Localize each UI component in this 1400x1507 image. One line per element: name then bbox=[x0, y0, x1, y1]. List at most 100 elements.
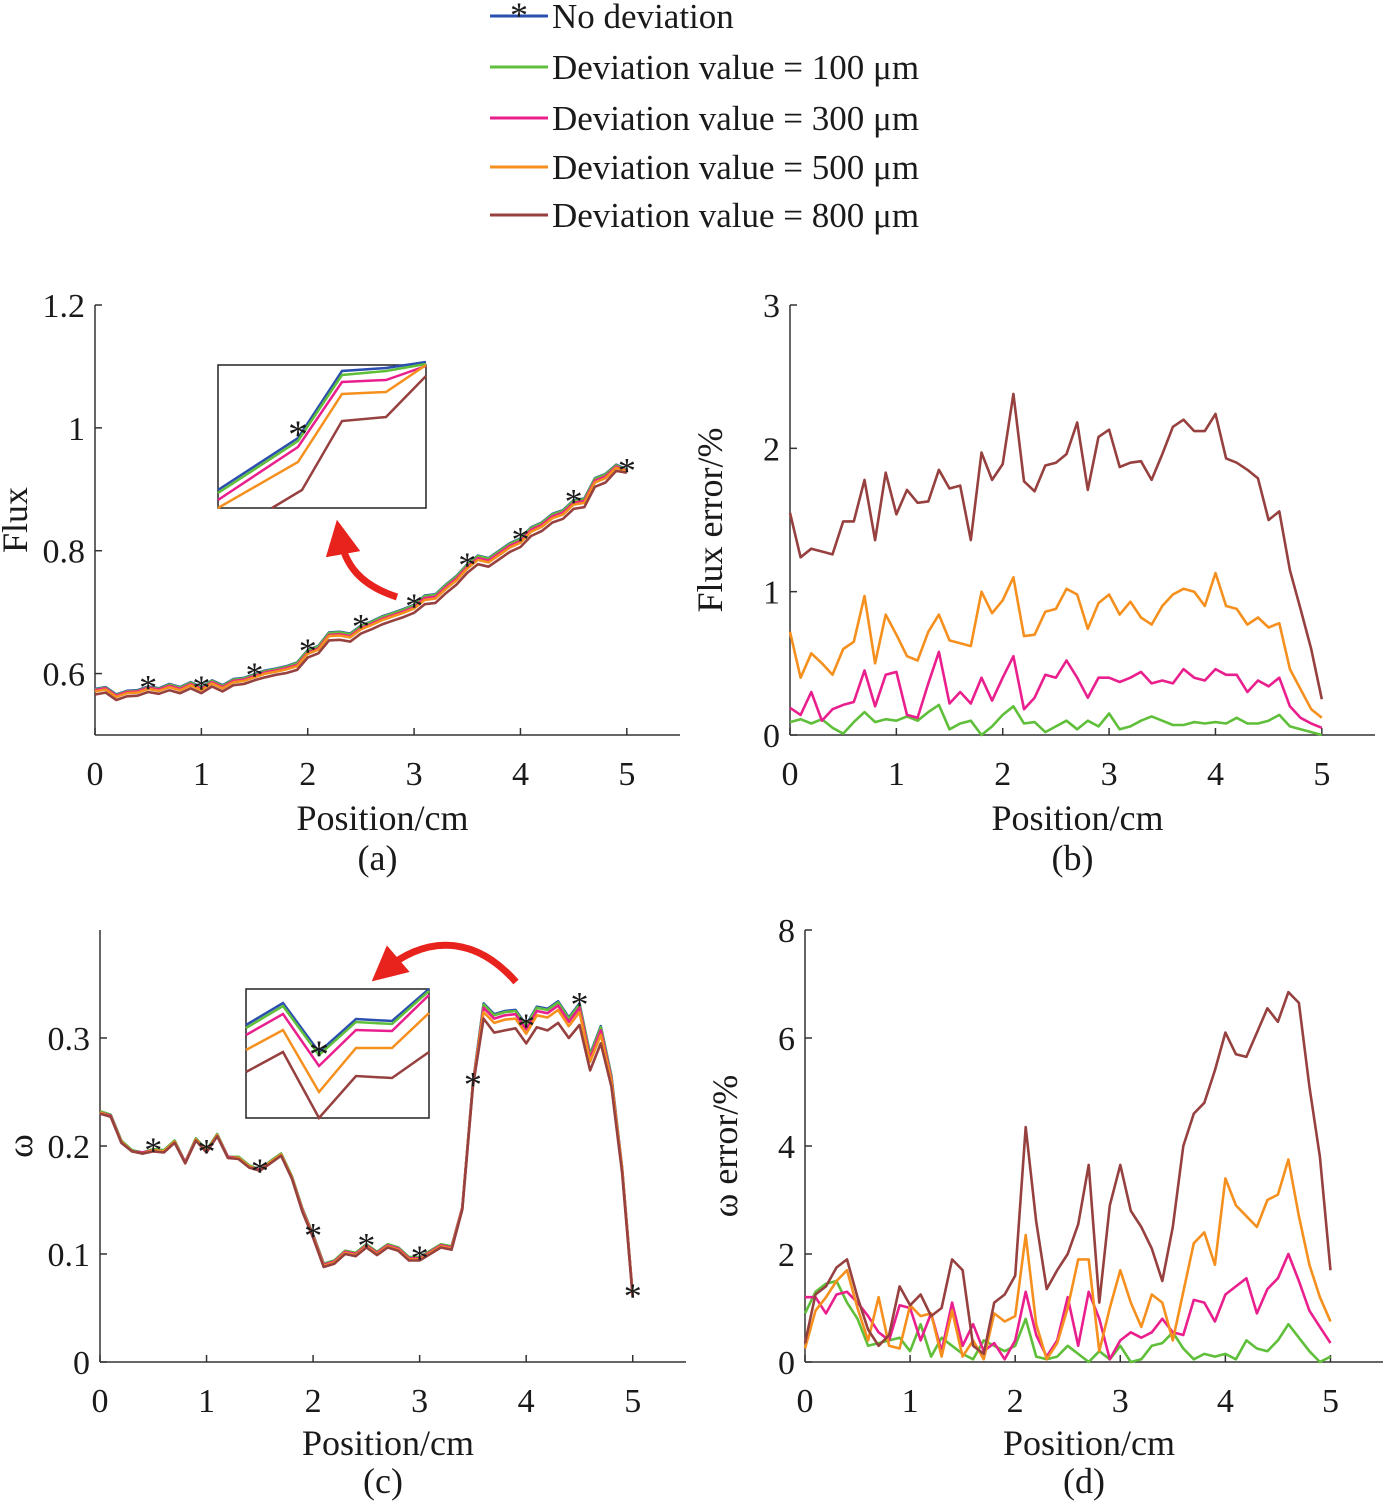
x-tick-label: 2 bbox=[1007, 1383, 1024, 1420]
data-marker-star: * bbox=[618, 451, 636, 491]
data-marker-star: * bbox=[517, 1006, 535, 1046]
y-tick-label: 2 bbox=[778, 1237, 795, 1274]
data-marker-star: * bbox=[624, 1276, 642, 1316]
data-marker-star: * bbox=[411, 1238, 429, 1278]
y-tick-label: 0.3 bbox=[48, 1021, 91, 1058]
x-tick-label: 0 bbox=[92, 1383, 109, 1420]
data-marker-star: * bbox=[144, 1130, 162, 1170]
y-axis-label: ω error/% bbox=[705, 1075, 745, 1218]
series-line bbox=[803, 990, 1332, 1356]
y-tick-label: 8 bbox=[778, 913, 795, 950]
x-tick-label: 4 bbox=[512, 756, 529, 793]
x-tick-label: 5 bbox=[618, 756, 635, 793]
x-tick-label: 4 bbox=[1217, 1383, 1234, 1420]
data-marker-star: * bbox=[357, 1225, 375, 1265]
x-axis-label: Position/cm bbox=[296, 798, 468, 838]
y-tick-label: 0.1 bbox=[48, 1237, 91, 1274]
x-tick-label: 4 bbox=[1207, 756, 1224, 793]
x-tick-label: 0 bbox=[87, 756, 104, 793]
x-axis-label: Position/cm bbox=[1003, 1423, 1175, 1463]
x-tick-label: 2 bbox=[305, 1383, 322, 1420]
legend-label: No deviation bbox=[552, 0, 734, 36]
series-line bbox=[789, 650, 1323, 730]
legend-label: Deviation value = 800 μm bbox=[552, 196, 919, 235]
series-line bbox=[803, 1279, 1332, 1364]
series-line bbox=[94, 466, 628, 699]
x-tick-label: 5 bbox=[624, 1383, 641, 1420]
data-marker-star: * bbox=[464, 1064, 482, 1104]
y-tick-label: 0 bbox=[763, 718, 780, 755]
data-marker-star: * bbox=[565, 481, 583, 521]
inset-a: * bbox=[217, 360, 427, 510]
series-line bbox=[805, 1252, 1332, 1361]
inset-a-arrow bbox=[325, 519, 399, 601]
y-tick-label: 1 bbox=[68, 411, 85, 448]
legend-label: Deviation value = 500 μm bbox=[552, 148, 919, 187]
x-tick-label: 5 bbox=[1313, 756, 1330, 793]
inset-marker-star: * bbox=[288, 412, 308, 457]
y-tick-label: 0.6 bbox=[43, 657, 86, 694]
x-tick-label: 4 bbox=[518, 1383, 535, 1420]
x-tick-label: 3 bbox=[1101, 756, 1118, 793]
series-line bbox=[99, 1017, 634, 1298]
y-tick-label: 0 bbox=[778, 1345, 795, 1382]
data-marker-star: * bbox=[299, 631, 317, 671]
data-marker-star: * bbox=[304, 1216, 322, 1256]
x-tick-label: 3 bbox=[406, 756, 423, 793]
data-marker-star: * bbox=[139, 667, 157, 707]
x-tick-label: 2 bbox=[299, 756, 316, 793]
panel-label: (d) bbox=[1063, 1461, 1105, 1501]
x-tick-label: 1 bbox=[888, 756, 905, 793]
x-axis-label: Position/cm bbox=[991, 798, 1163, 838]
x-tick-label: 5 bbox=[1322, 1383, 1339, 1420]
x-tick-label: 0 bbox=[782, 756, 799, 793]
data-marker-star: * bbox=[246, 655, 264, 695]
data-marker-star: * bbox=[511, 519, 529, 559]
data-marker-star: * bbox=[352, 607, 370, 647]
y-tick-label: 2 bbox=[763, 431, 780, 468]
data-marker-star: * bbox=[198, 1131, 216, 1171]
legend-entry-800um: Deviation value = 800 μm bbox=[490, 196, 919, 235]
y-tick-label: 1.2 bbox=[43, 288, 86, 325]
y-tick-label: 1 bbox=[763, 575, 780, 612]
inset-marker-star: * bbox=[309, 1032, 329, 1077]
data-marker-star: * bbox=[192, 668, 210, 708]
x-axis-label: Position/cm bbox=[302, 1423, 474, 1463]
series-line bbox=[788, 392, 1324, 700]
panel-b-chart: 0 1 2 3 4 5 0 1 2 3 Position/cm Flux error/% (b) bbox=[690, 288, 1375, 878]
data-marker-star: * bbox=[570, 984, 588, 1024]
y-axis-label: ω bbox=[0, 1134, 40, 1158]
legend-entry-100um: Deviation value = 100 μm bbox=[490, 48, 919, 87]
y-tick-label: 6 bbox=[778, 1021, 795, 1058]
x-tick-label: 3 bbox=[1112, 1383, 1129, 1420]
x-tick-label: 1 bbox=[198, 1383, 215, 1420]
inset-c-arrow bbox=[371, 941, 519, 985]
x-tick-label: 1 bbox=[193, 756, 210, 793]
legend-label: Deviation value = 300 μm bbox=[552, 99, 919, 138]
data-marker-star: * bbox=[458, 545, 476, 585]
y-tick-label: 0 bbox=[73, 1345, 90, 1382]
data-marker-star: * bbox=[405, 586, 423, 626]
panel-c-chart: 0 1 2 3 4 5 0 0.1 0.2 0.3 Position/cm ω (c) * * * * * * * * *… bbox=[0, 930, 686, 1501]
y-tick-label: 0.2 bbox=[48, 1129, 91, 1166]
legend: * No deviation Deviation value = 100 μm … bbox=[490, 0, 919, 235]
legend-entry-500um: Deviation value = 500 μm bbox=[490, 148, 919, 187]
data-marker-star: * bbox=[251, 1151, 269, 1191]
panel-label: (c) bbox=[363, 1461, 403, 1501]
x-tick-label: 0 bbox=[797, 1383, 814, 1420]
y-tick-label: 0.8 bbox=[43, 534, 86, 571]
panel-label: (a) bbox=[358, 838, 398, 878]
series-line bbox=[788, 571, 1323, 719]
x-tick-label: 2 bbox=[994, 756, 1011, 793]
panel-label: (b) bbox=[1052, 838, 1094, 878]
legend-entry-no-deviation: * No deviation bbox=[490, 0, 734, 36]
y-tick-label: 3 bbox=[763, 288, 780, 325]
panel-d-chart: 0 1 2 3 4 5 0 2 4 6 8 Position/cm ω error/% (d) bbox=[705, 913, 1383, 1501]
series-line bbox=[789, 703, 1323, 737]
y-tick-label: 4 bbox=[778, 1129, 795, 1166]
x-tick-label: 3 bbox=[411, 1383, 428, 1420]
legend-marker-star: * bbox=[510, 0, 528, 35]
legend-label: Deviation value = 100 μm bbox=[552, 48, 919, 87]
panel-a-chart: 0 1 2 3 4 5 0.6 0.8 1 1.2 Position/cm Flux (a) * * * * * *… bbox=[0, 288, 680, 878]
